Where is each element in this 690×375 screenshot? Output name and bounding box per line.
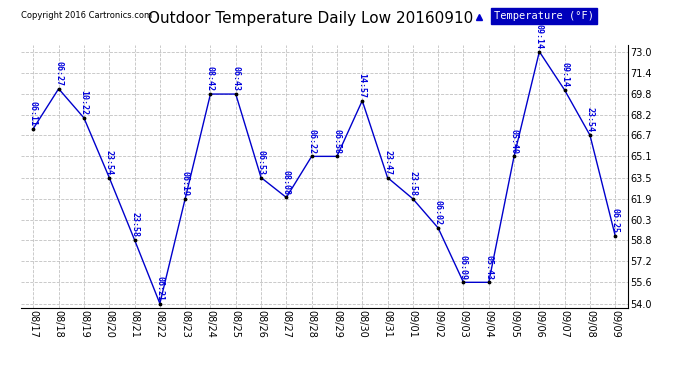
Text: 06:25: 06:25 <box>611 208 620 233</box>
Text: Outdoor Temperature Daily Low 20160910: Outdoor Temperature Daily Low 20160910 <box>148 11 473 26</box>
Text: Copyright 2016 Cartronics.com: Copyright 2016 Cartronics.com <box>21 11 152 20</box>
Text: 14:57: 14:57 <box>357 73 367 98</box>
Text: 09:14: 09:14 <box>535 24 544 49</box>
Text: 06:43: 06:43 <box>231 66 240 91</box>
Text: 23:58: 23:58 <box>408 171 417 196</box>
Text: 06:11: 06:11 <box>29 101 38 126</box>
Text: 09:14: 09:14 <box>560 62 569 87</box>
Text: 23:47: 23:47 <box>383 150 392 175</box>
Text: 06:09: 06:09 <box>459 255 468 279</box>
Text: 05:40: 05:40 <box>509 129 519 154</box>
Text: 06:19: 06:19 <box>181 171 190 196</box>
Text: 23:58: 23:58 <box>130 212 139 237</box>
Text: 06:27: 06:27 <box>54 61 63 86</box>
Text: 23:54: 23:54 <box>585 107 595 132</box>
Text: 08:42: 08:42 <box>206 66 215 91</box>
Text: 08:08: 08:08 <box>282 170 291 195</box>
Text: 06:22: 06:22 <box>307 129 316 154</box>
Text: 05:43: 05:43 <box>484 255 493 279</box>
Text: Temperature (°F): Temperature (°F) <box>494 11 594 21</box>
Text: 06:58: 06:58 <box>333 129 342 154</box>
Text: 06:02: 06:02 <box>433 200 443 225</box>
Text: 06:21: 06:21 <box>155 276 164 301</box>
Text: 23:54: 23:54 <box>105 150 114 175</box>
Text: 10:22: 10:22 <box>79 90 88 115</box>
Text: 06:53: 06:53 <box>257 150 266 175</box>
